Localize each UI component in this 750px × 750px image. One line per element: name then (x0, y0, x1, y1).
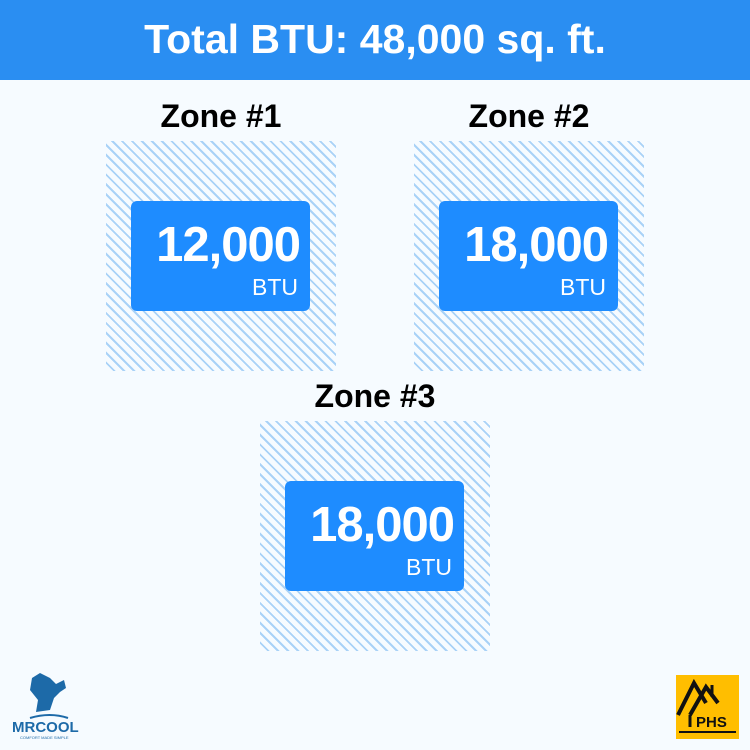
zone-2-card: 18,000 BTU (439, 201, 618, 311)
zone-1-area: 12,000 BTU (106, 141, 336, 371)
zone-3-area: 18,000 BTU (260, 421, 490, 651)
zone-1-title: Zone #1 (160, 98, 282, 134)
phs-logo: PHS (676, 675, 739, 739)
mrcool-logo: MRCOOL COMFORT MADE SIMPLE (10, 668, 110, 740)
zone-3-value: 18,000 (310, 498, 455, 552)
svg-text:MRCOOL: MRCOOL (12, 719, 79, 736)
svg-text:PHS: PHS (696, 714, 727, 731)
zone-2-area: 18,000 BTU (414, 141, 644, 371)
zone-2-unit: BTU (560, 274, 606, 300)
zone-1-value: 12,000 (156, 218, 301, 272)
zone-2-value: 18,000 (464, 218, 609, 272)
zone-2-title: Zone #2 (468, 98, 590, 134)
zone-1-card: 12,000 BTU (131, 201, 310, 311)
zone-3-title: Zone #3 (314, 378, 436, 414)
zone-3-card: 18,000 BTU (285, 481, 464, 591)
zone-3-unit: BTU (406, 554, 452, 580)
page-title: Total BTU: 48,000 sq. ft. (0, 0, 750, 80)
svg-text:COMFORT MADE SIMPLE: COMFORT MADE SIMPLE (20, 735, 69, 740)
zone-1-unit: BTU (252, 274, 298, 300)
